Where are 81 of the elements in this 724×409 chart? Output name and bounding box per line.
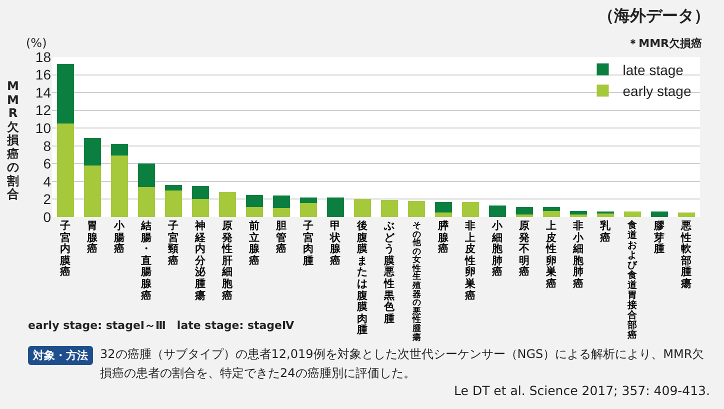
- x-tick-label: 膠芽腫: [654, 220, 666, 256]
- x-tick-label: 前立腺癌: [248, 220, 260, 268]
- y-tick-label: 16: [35, 66, 52, 83]
- text: MMR欠損癌の割合: [7, 79, 19, 201]
- x-tick-label: 胆管癌: [276, 220, 288, 256]
- bar: [650, 212, 668, 217]
- x-tick-label: 神経内分泌腫瘍: [194, 220, 206, 302]
- bar: [570, 210, 588, 214]
- x-tick-label: 原発性肝細胞癌: [222, 220, 234, 302]
- legend-label: late stage: [622, 62, 684, 78]
- bar: [380, 200, 398, 217]
- category-label: 食道および食道胃接合部癌: [628, 220, 638, 341]
- x-tick-label: 甲状腺癌: [330, 220, 342, 268]
- bar: [138, 164, 156, 187]
- y-tick-label: 10: [35, 120, 52, 136]
- bar: [246, 194, 264, 208]
- bar: [516, 214, 534, 217]
- category-label: 後腹膜または腹膜肉腫: [357, 220, 368, 336]
- bar: [110, 144, 128, 156]
- bar: [678, 212, 696, 217]
- y-tick-label: 12: [35, 102, 52, 118]
- bar: [218, 192, 236, 217]
- category-label: その他の女性生殖器の悪性腫瘍: [412, 220, 420, 342]
- text: early stage: stageⅠ～Ⅲ late stage: stageⅣ: [28, 318, 294, 333]
- y-tick-label: 6: [43, 156, 52, 172]
- bar: [164, 185, 182, 190]
- bar: [192, 199, 210, 217]
- x-tick-label: 小腸癌: [114, 220, 126, 256]
- text: 対象・方法: [28, 346, 93, 365]
- bar: [354, 199, 372, 217]
- bar: [434, 202, 452, 213]
- y-tick-label: 18: [35, 48, 52, 65]
- bar: [570, 214, 588, 217]
- legend-label: early stage: [622, 83, 692, 100]
- bar: [624, 212, 642, 217]
- y-tick-label: 0: [43, 208, 52, 225]
- x-tick-label: 膵腺癌: [438, 220, 450, 256]
- bar: [84, 138, 102, 166]
- y-tick-label: 4: [43, 173, 52, 190]
- bar: [542, 207, 560, 211]
- bar: [272, 208, 290, 217]
- bar: [300, 197, 318, 203]
- x-tick-label: 原発不明癌: [518, 220, 530, 279]
- bar: [56, 124, 74, 217]
- bar: [110, 156, 128, 217]
- x-tick-label: 悪性軟部腫瘍: [680, 220, 692, 291]
- x-tick-label: 非上皮性卵巣癌: [464, 220, 476, 302]
- x-tick-label: 胃腺癌: [86, 220, 98, 256]
- bar: [542, 210, 560, 217]
- bar: [300, 202, 318, 217]
- bar: [326, 197, 344, 217]
- chart-title: （海外データ）: [598, 6, 710, 27]
- x-tick-label: 上皮性卵巣癌: [546, 220, 558, 291]
- bar: [434, 212, 452, 217]
- bar: [164, 190, 182, 217]
- bar: [138, 186, 156, 217]
- x-tick-label: 子宮肉腫: [302, 220, 314, 268]
- bar: [596, 213, 614, 217]
- y-tick-label: 14: [35, 84, 52, 100]
- x-tick-label: 子宮内膜癌: [60, 220, 72, 279]
- bar: [516, 207, 534, 214]
- bar: [192, 186, 210, 200]
- bar: [84, 165, 102, 217]
- y-tick-label: 8: [43, 138, 52, 154]
- bar: [56, 64, 74, 124]
- y-tick-label: 2: [43, 191, 52, 208]
- bar: [488, 205, 506, 217]
- text: 32の癌腫（サブタイプ）の患者12,019例を対象とした次世代シーケンサー（NGS）による解析により、MMR欠損癌の患者の割合を、特定できた24の癌腫別に評価した。: [100, 346, 706, 382]
- text: (%): [26, 36, 47, 50]
- x-tick-label: 子宮頸癌: [168, 220, 180, 268]
- x-tick-label: 小細胞肺癌: [492, 220, 504, 279]
- x-tick-label: 非小細胞肺癌: [572, 220, 584, 291]
- bar: [272, 196, 290, 208]
- x-tick-label: 結腸・直腸腺癌: [140, 220, 152, 302]
- bar: [246, 207, 264, 217]
- text: Le DT et al. Science 2017; 357: 409-413.: [454, 383, 710, 398]
- bar: [462, 202, 480, 217]
- category-label: ぶどう膜悪性黒色腫: [384, 220, 395, 325]
- bar: [408, 201, 426, 217]
- chart-subtitle: ＊MMR欠損癌: [628, 36, 702, 51]
- x-tick-label: 乳癌: [600, 220, 612, 244]
